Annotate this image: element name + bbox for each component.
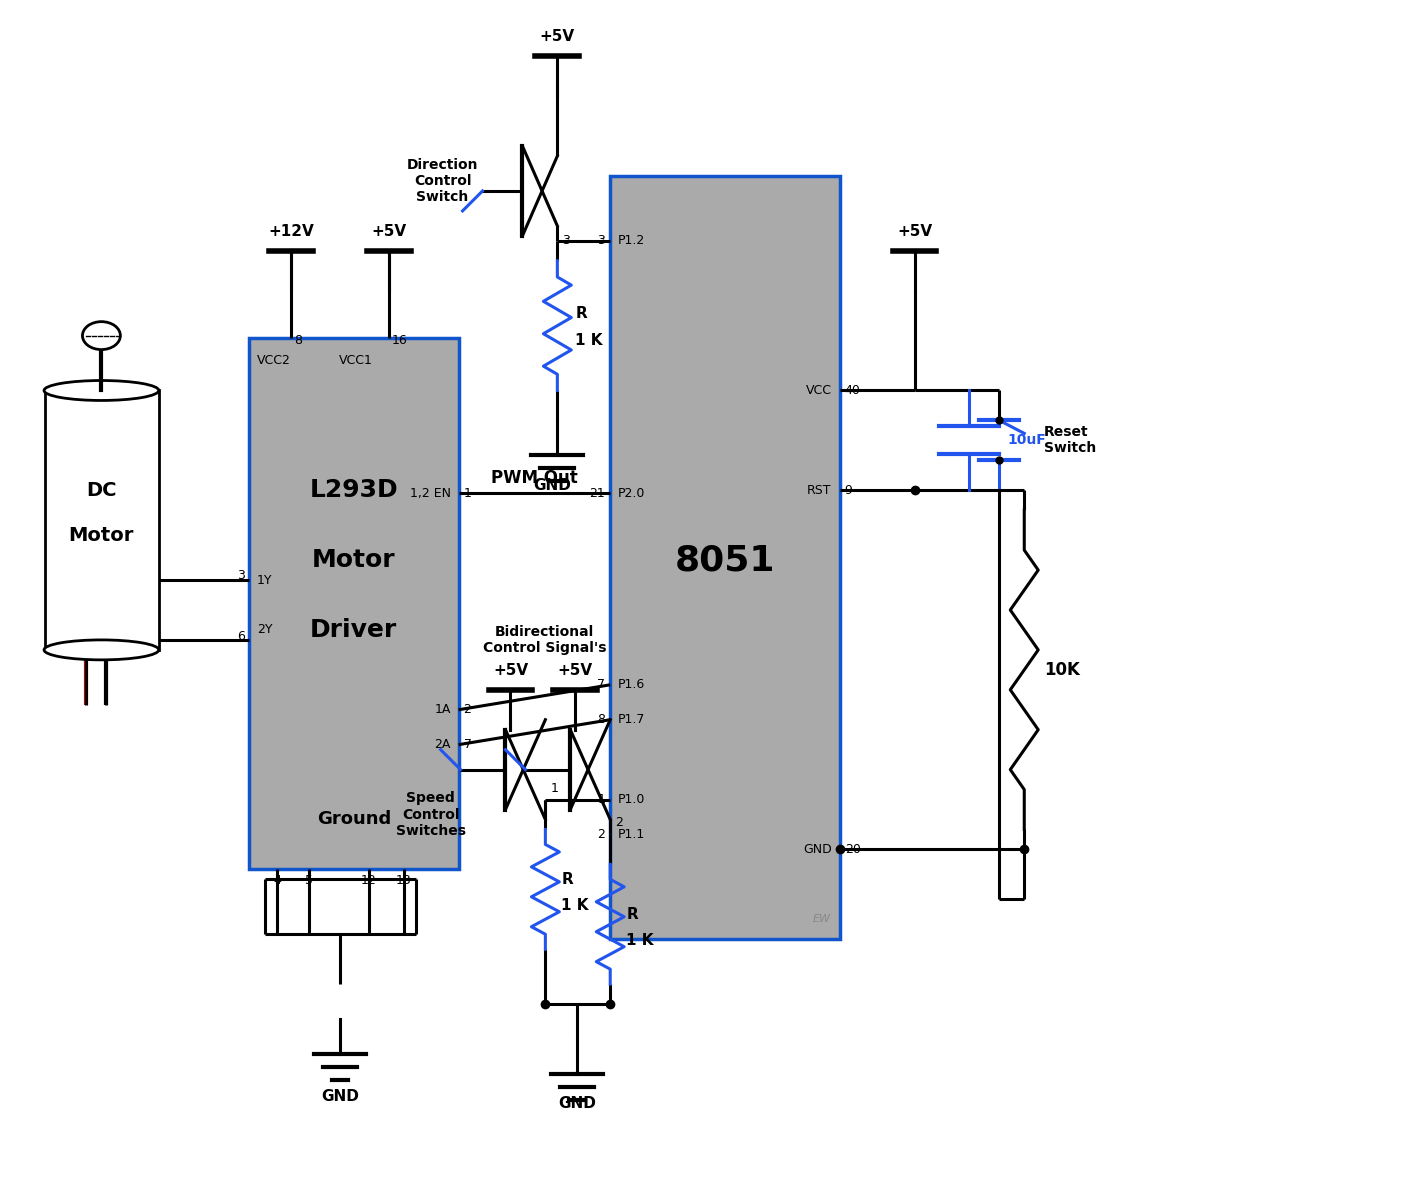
Text: 1Y: 1Y: [257, 574, 273, 587]
Text: +5V: +5V: [557, 662, 592, 678]
Text: 1: 1: [597, 793, 605, 806]
Bar: [611, 176, 840, 940]
Text: R: R: [575, 306, 587, 322]
Text: 1A: 1A: [434, 703, 451, 716]
Text: +5V: +5V: [372, 224, 406, 239]
Text: Bidirectional
Control Signal's: Bidirectional Control Signal's: [482, 625, 607, 655]
Text: 21: 21: [590, 487, 605, 499]
Text: 8051: 8051: [674, 544, 775, 577]
Text: Ground: Ground: [317, 810, 390, 828]
Text: 1,2 EN: 1,2 EN: [410, 487, 451, 499]
Text: P1.1: P1.1: [618, 828, 645, 841]
Text: P1.7: P1.7: [618, 713, 646, 726]
Text: +5V: +5V: [493, 662, 527, 678]
Text: 2: 2: [615, 816, 624, 829]
Text: GND: GND: [559, 1097, 597, 1111]
Text: 7: 7: [597, 678, 605, 691]
Text: 2A: 2A: [434, 738, 451, 751]
Text: +12V: +12V: [269, 224, 314, 239]
Ellipse shape: [82, 322, 120, 349]
Bar: [44, 390, 160, 650]
Text: P2.0: P2.0: [618, 487, 646, 499]
Text: 2: 2: [597, 828, 605, 841]
Text: Reset
Switch: Reset Switch: [1044, 425, 1096, 456]
Ellipse shape: [44, 640, 158, 660]
Text: 12: 12: [361, 875, 376, 887]
Text: PWM Out: PWM Out: [491, 469, 578, 487]
Text: 8: 8: [597, 713, 605, 726]
Text: P1.6: P1.6: [618, 678, 645, 691]
Text: 1 K: 1 K: [561, 898, 588, 913]
Text: 10K: 10K: [1044, 661, 1080, 679]
Text: EW: EW: [813, 914, 831, 924]
Text: 5: 5: [305, 875, 312, 887]
Text: 2: 2: [464, 703, 471, 716]
Text: Direction
Control
Switch: Direction Control Switch: [407, 157, 478, 204]
Text: GND: GND: [803, 842, 831, 856]
Text: L293D: L293D: [310, 479, 399, 503]
Text: VCC: VCC: [806, 384, 831, 397]
Text: Motor: Motor: [69, 526, 134, 545]
Text: 16: 16: [392, 334, 407, 347]
Text: 6: 6: [238, 630, 245, 643]
Text: 3: 3: [597, 234, 605, 247]
Text: Motor: Motor: [312, 548, 396, 572]
Text: R: R: [626, 907, 638, 922]
Text: DC: DC: [86, 481, 117, 499]
Text: +5V: +5V: [540, 29, 575, 44]
Text: 1: 1: [550, 781, 559, 794]
Text: 20: 20: [844, 842, 861, 856]
Text: 3: 3: [238, 569, 245, 582]
Text: 4: 4: [273, 875, 281, 887]
Text: 1 K: 1 K: [626, 932, 653, 948]
Text: VCC1: VCC1: [339, 354, 373, 367]
Bar: [249, 337, 458, 869]
Text: Driver: Driver: [310, 618, 397, 642]
Text: R: R: [561, 872, 573, 887]
Text: 1: 1: [464, 487, 471, 499]
Text: Speed
Control
Switches: Speed Control Switches: [396, 791, 465, 838]
Text: GND: GND: [533, 478, 571, 493]
Text: GND: GND: [321, 1090, 359, 1104]
Text: +5V: +5V: [896, 224, 932, 239]
Text: VCC2: VCC2: [257, 354, 291, 367]
Text: 9: 9: [844, 484, 853, 497]
Text: 13: 13: [396, 875, 411, 887]
Text: P1.0: P1.0: [618, 793, 646, 806]
Text: P1.2: P1.2: [618, 234, 645, 247]
Text: 3: 3: [563, 234, 570, 247]
Text: 40: 40: [844, 384, 861, 397]
Text: RST: RST: [807, 484, 831, 497]
Text: 2Y: 2Y: [257, 624, 273, 636]
Text: 8: 8: [294, 334, 303, 347]
Text: 10uF: 10uF: [1007, 433, 1046, 448]
Text: 1 K: 1 K: [575, 334, 602, 348]
Ellipse shape: [44, 380, 158, 401]
Text: 7: 7: [464, 738, 471, 751]
